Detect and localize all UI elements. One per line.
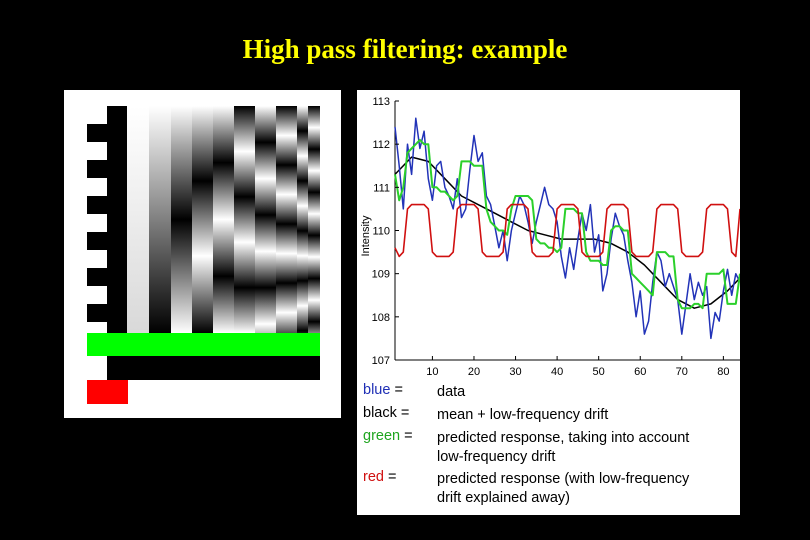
drift-column-6: [255, 106, 276, 333]
design-matrix-image: [87, 106, 320, 404]
x-tick-label: 30: [509, 366, 521, 378]
series-line-predicted: [394, 138, 740, 310]
drift-column-7: [276, 106, 297, 333]
legend-row-predicted-no-drift: red = predicted response (with low-frequ…: [363, 469, 735, 507]
chart-series: [394, 117, 740, 340]
x-tick-label: 50: [593, 366, 605, 378]
gap-gradient: [127, 106, 149, 333]
drift-column-5: [234, 106, 255, 333]
legend-desc-data: data: [437, 384, 466, 400]
bottom-black-bar: [107, 356, 320, 380]
drift-column-9: [308, 106, 320, 333]
legend-desc-drift: mean + low-frequency drift: [437, 407, 609, 423]
x-tick-label: 20: [468, 366, 480, 378]
y-tick-label: 113: [372, 96, 390, 108]
legend-eq: =: [396, 405, 410, 421]
x-tick-label: 40: [551, 366, 563, 378]
y-tick-label: 110: [372, 226, 390, 238]
legend-desc-predicted-no-drift: predicted response (with low-frequency: [437, 471, 690, 487]
slide-title: High pass filtering: example: [242, 34, 568, 64]
legend-eq: =: [400, 428, 413, 444]
drift-column-4: [213, 106, 234, 333]
time-series-chart: 107 108 109 110 111 112 113 10 20 30 40 50 60 70 80 In…: [360, 96, 740, 378]
drift-column-8: [297, 106, 308, 333]
drift-column-3: [192, 106, 213, 333]
regressor-bar: [87, 333, 320, 356]
boxcar-regressor-column: [87, 106, 107, 333]
time-series-plot-panel: 107 108 109 110 111 112 113 10 20 30 40 50 60 70 80 In…: [357, 90, 740, 515]
legend-key-black: black: [363, 405, 397, 421]
legend-desc-predicted-cont: low-frequency drift: [437, 449, 556, 465]
legend-row-data: blue = data: [363, 382, 735, 402]
drift-column-2: [171, 106, 192, 333]
y-tick-label: 111: [373, 182, 390, 194]
legend-row-drift: black = mean + low-frequency drift: [363, 405, 735, 425]
x-tick-label: 80: [717, 366, 729, 378]
series-line-data: [394, 117, 740, 340]
x-tick-label: 10: [426, 366, 438, 378]
y-tick-label: 109: [372, 269, 390, 281]
series-line-predicted-no-drift: [394, 203, 740, 258]
y-axis-label: Intensity: [360, 215, 372, 256]
y-tick-label: 112: [372, 139, 390, 151]
x-tick-label: 70: [676, 366, 688, 378]
x-tick-label: 60: [634, 366, 646, 378]
chart-axes: [394, 101, 740, 361]
legend-eq: =: [390, 382, 403, 398]
legend-eq: =: [383, 469, 397, 485]
intercept-bar: [87, 380, 128, 404]
legend-key-red: red: [363, 469, 384, 485]
design-matrix-panel: [64, 90, 341, 418]
legend: blue = data black = mean + low-frequency…: [363, 382, 735, 510]
chart-ticks: 107 108 109 110 111 112 113 10 20 30 40 50 60 70 80: [372, 96, 730, 378]
legend-desc-predicted: predicted response, taking into account: [437, 430, 690, 446]
y-tick-label: 108: [372, 312, 390, 324]
y-tick-label: 107: [372, 355, 390, 367]
legend-desc-predicted-no-drift-cont: drift explained away): [437, 490, 570, 506]
legend-key-blue: blue: [363, 382, 391, 398]
legend-row-predicted: green = predicted response, taking into …: [363, 428, 735, 466]
legend-key-green: green: [363, 428, 401, 444]
drift-column-1: [149, 106, 171, 333]
constant-column: [107, 106, 127, 333]
